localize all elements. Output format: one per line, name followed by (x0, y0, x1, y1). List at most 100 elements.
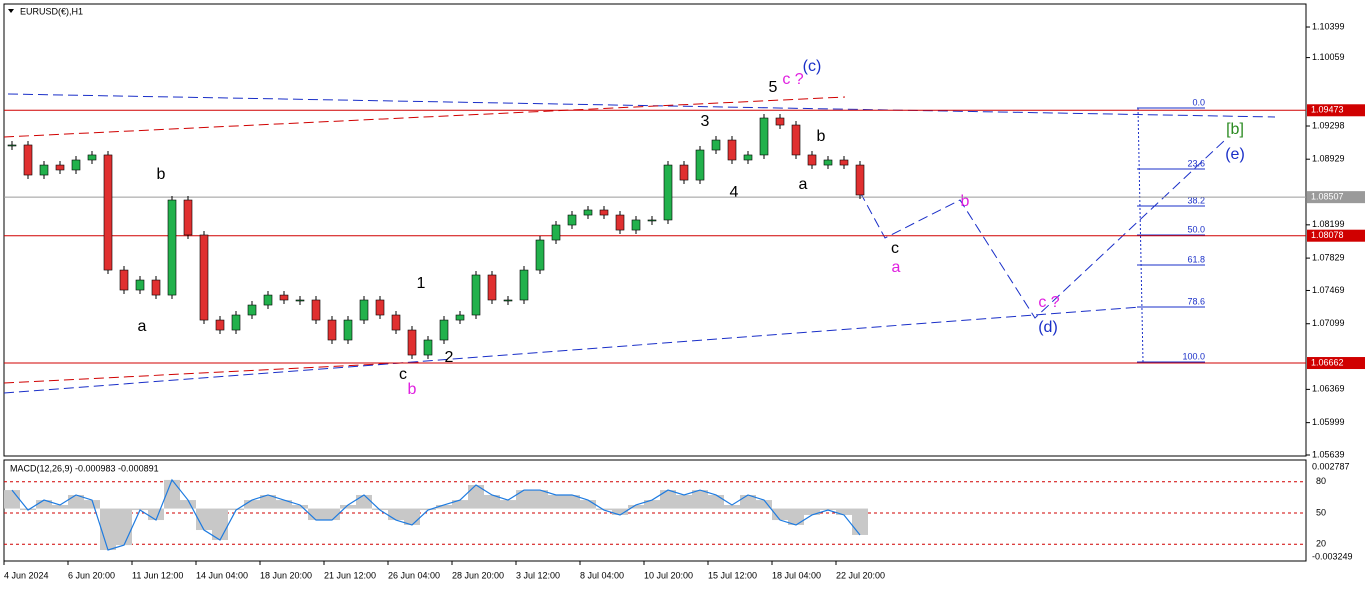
macd-bar (516, 490, 532, 509)
main-panel (3, 3, 1307, 457)
wave-label: a (892, 259, 901, 276)
macd-bar (244, 500, 260, 509)
level-label: 50 (1316, 507, 1326, 517)
candle (807, 154, 817, 166)
candle (487, 274, 497, 301)
macd-line (11, 478, 861, 551)
macd-bar (740, 494, 756, 509)
macd-bar (84, 500, 100, 509)
macd-bar (276, 500, 292, 509)
macd-bar (404, 508, 420, 525)
macd-bar (356, 494, 372, 509)
price-box (1307, 191, 1365, 204)
macd-bar (644, 500, 660, 509)
x-tick-label: 11 Jun 12:00 (132, 570, 183, 580)
candle (839, 159, 849, 166)
macd-bar (612, 508, 628, 515)
menu-arrow[interactable] (8, 9, 14, 13)
candle (7, 144, 17, 147)
macd-bar (468, 484, 484, 509)
x-tick-label: 3 Jul 12:00 (516, 570, 560, 580)
x-tick-label: 10 Jul 20:00 (644, 570, 693, 580)
y-tick-label: 1.07829 (1312, 252, 1345, 262)
trend-line (3, 96, 846, 138)
candle (167, 199, 177, 296)
candle (135, 279, 145, 291)
macd-bar (708, 494, 724, 509)
macd-tick-label: -0.003249 (1312, 551, 1353, 561)
price-label: 1.08507 (1311, 192, 1344, 202)
y-tick-label: 1.07469 (1312, 285, 1345, 295)
candle (39, 164, 49, 176)
candle (471, 274, 481, 316)
price-label: 1.06662 (1311, 357, 1344, 367)
candle (231, 314, 241, 331)
wave-label: 4 (730, 184, 739, 201)
macd-bar (852, 508, 868, 535)
candle (327, 319, 337, 341)
candle (823, 159, 833, 166)
fib-lines (1137, 107, 1205, 363)
macd-bar (436, 504, 452, 509)
macd-bar (788, 508, 804, 525)
candle (439, 319, 449, 341)
wave-label: (e) (1225, 146, 1245, 163)
candle (87, 154, 97, 161)
macd-bar (532, 490, 548, 509)
wave-label: 2 (445, 349, 454, 366)
candle (423, 339, 433, 356)
wave-label: 1 (417, 275, 426, 292)
candle (567, 214, 577, 226)
price-label: 1.09473 (1311, 105, 1344, 115)
candle (775, 117, 785, 126)
y-tick-label: 1.05639 (1312, 449, 1345, 459)
macd-bar (148, 508, 164, 521)
x-tick-label: 18 Jul 04:00 (772, 570, 821, 580)
wave-label: (c) (803, 58, 822, 75)
candle (55, 164, 65, 171)
macd-bar (756, 500, 772, 509)
macd-bar (36, 500, 52, 509)
macd-bar (548, 494, 564, 509)
candle (279, 294, 289, 301)
candle (215, 319, 225, 331)
macd-bar (628, 504, 644, 509)
macd-bar (180, 500, 196, 509)
macd-bar (164, 479, 180, 509)
wave-label: c ? (1038, 294, 1059, 311)
macd-bar (116, 508, 132, 546)
level-label: 80 (1316, 476, 1326, 486)
candle (679, 164, 689, 181)
candle (71, 159, 81, 171)
macd-bar (196, 508, 212, 531)
candle (103, 154, 113, 271)
fib-label: 50.0 (1187, 224, 1205, 234)
y-tick-label: 1.10399 (1312, 21, 1345, 31)
macd-bar (660, 490, 676, 509)
fib-label: 23.6 (1187, 158, 1205, 168)
candle (311, 299, 321, 321)
candle (183, 199, 193, 236)
macd-bar (388, 508, 404, 521)
macd-bar (580, 500, 596, 509)
x-tick-label: 18 Jun 20:00 (260, 570, 312, 580)
candle (583, 209, 593, 216)
y-tick-label: 1.07099 (1312, 318, 1345, 328)
macd-bar (132, 508, 148, 511)
wave-label: (d) (1038, 319, 1058, 336)
fib-label: 100.0 (1182, 351, 1205, 361)
candle (119, 269, 129, 291)
wave-label: c ? (782, 71, 803, 88)
macd-bar (52, 504, 68, 509)
macd-bar (68, 494, 84, 509)
candle (663, 164, 673, 221)
y-tick-label: 1.05999 (1312, 417, 1345, 427)
macd-bar (228, 508, 244, 511)
candle (551, 224, 561, 241)
candle (711, 139, 721, 151)
candle (615, 214, 625, 231)
x-tick-label: 8 Jul 04:00 (580, 570, 624, 580)
candle (247, 304, 257, 316)
macd-title: MACD(12,26,9) -0.000983 -0.000891 (10, 463, 159, 473)
candle (743, 154, 753, 161)
